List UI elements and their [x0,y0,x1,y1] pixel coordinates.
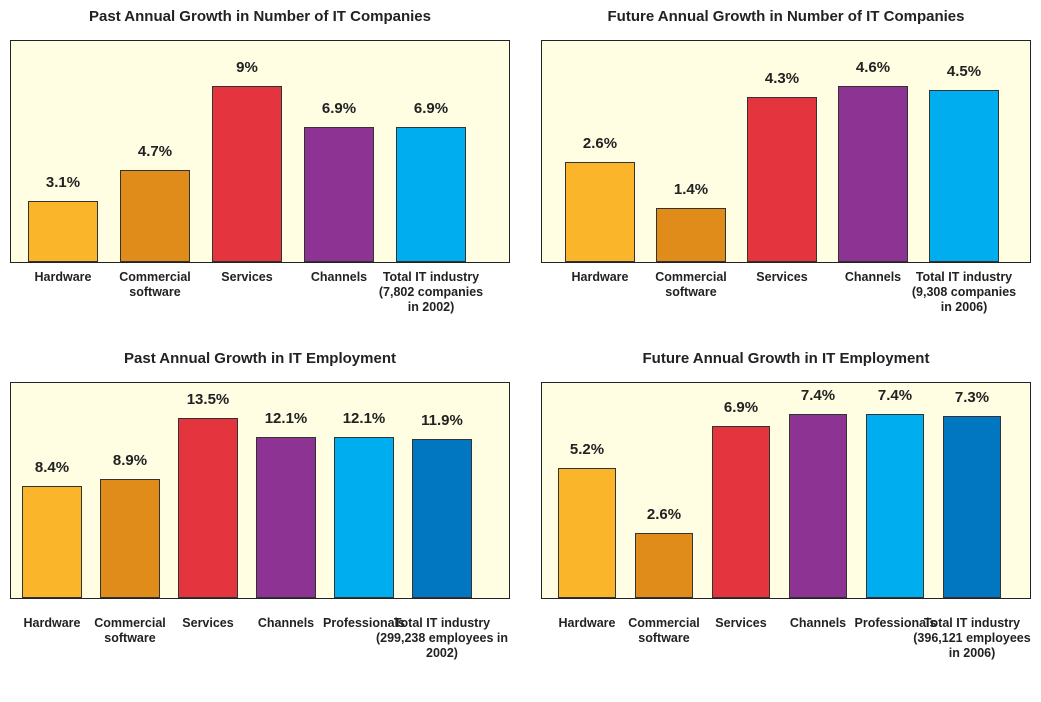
bar [256,436,316,598]
bar [929,89,999,262]
bar [789,413,847,598]
category-label: Services [715,616,767,630]
bar [656,208,726,262]
chart-title: Past Annual Growth in IT Employment [124,350,396,367]
category-label: Hardware [23,616,81,630]
value-label: 6.9% [413,99,449,117]
value-label: 8.9% [112,452,148,470]
bar [838,85,908,262]
chart-title: Future Annual Growth in IT Employment [642,350,930,367]
bar [100,479,160,598]
value-label: 12.1% [342,409,386,427]
value-label: 1.4% [673,181,709,199]
category-label: Commercial software [628,616,700,645]
value-label: 4.3% [764,70,800,88]
value-label: 4.6% [855,58,891,76]
value-label: 3.1% [45,174,81,192]
bar [866,413,924,598]
category-label: Hardware [571,270,629,284]
value-label: 2.6% [582,135,618,153]
bar [635,533,693,598]
category-label: Channels [257,616,315,630]
bar [412,439,472,598]
bar [304,126,374,262]
value-label: 7.4% [877,386,913,404]
category-label: Total IT industry (299,238 employees in … [375,616,509,660]
bar [747,97,817,262]
bar [212,85,282,262]
category-label: Total IT industry (9,308 companies in 20… [911,270,1017,314]
value-label: 4.7% [137,143,173,160]
chart-title: Past Annual Growth in Number of IT Compa… [89,8,431,25]
value-label: 11.9% [421,412,463,430]
bar [565,162,635,262]
category-label: Professionals [323,616,405,630]
value-label: 6.9% [321,99,357,117]
category-label: Services [221,270,273,284]
value-label: 6.9% [723,399,759,416]
category-label: Channels [789,616,847,630]
value-label: 4.5% [946,62,982,80]
bar [943,416,1001,598]
category-label: Services [182,616,234,630]
value-label: 13.5% [186,390,230,408]
category-label: Channels [310,270,368,284]
value-label: 5.2% [569,441,605,459]
category-label: Hardware [34,270,92,284]
bar [178,417,238,598]
value-label: 9% [236,58,258,76]
bar [558,468,616,598]
bar [396,126,466,262]
value-label: 7.4% [800,386,836,404]
category-label: Commercial software [655,270,727,299]
category-label: Commercial software [119,270,191,299]
value-label: 12.1% [264,409,308,427]
category-label: Total IT industry (7,802 companies in 20… [378,270,484,314]
bar [120,170,190,262]
category-label: Channels [844,270,902,284]
chart-title: Future Annual Growth in Number of IT Com… [607,8,965,25]
bar [22,485,82,598]
bar [334,436,394,598]
value-label: 7.3% [954,389,990,407]
category-label: Total IT industry (396,121 employees in … [913,616,1031,660]
bar [712,426,770,598]
category-label: Services [756,270,808,284]
category-label: Professionals [854,616,937,630]
value-label: 2.6% [646,506,682,524]
category-label: Hardware [558,616,616,630]
category-label: Commercial software [94,616,166,645]
bar [28,201,98,262]
value-label: 8.4% [34,458,70,476]
